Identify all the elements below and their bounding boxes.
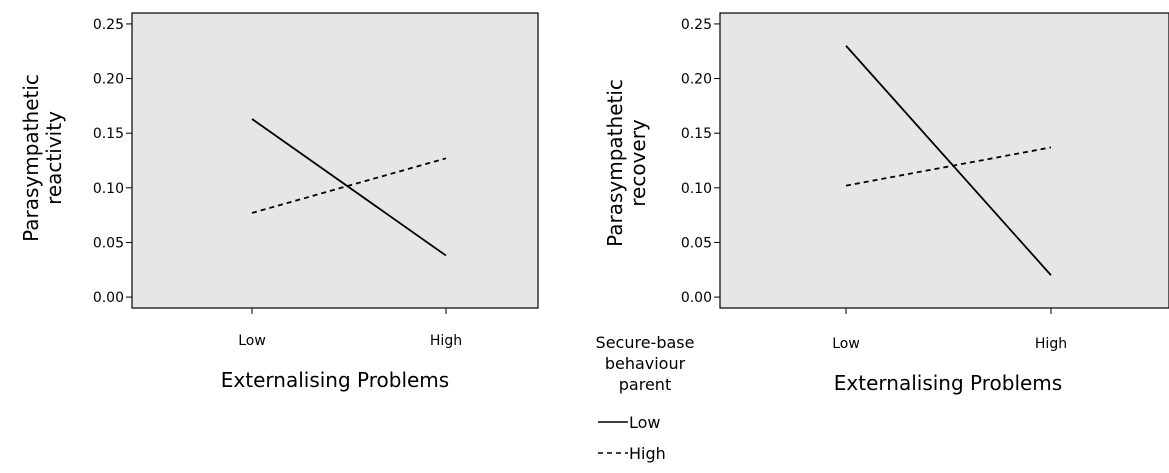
chart-right-y-tick-label: 0.05 — [681, 235, 712, 251]
chart-right-y-tick-label: 0.10 — [681, 181, 712, 197]
chart-left-y-axis-title-line-1: Parasympathetic — [19, 74, 43, 242]
chart-left-x-axis-title: Externalising Problems — [221, 368, 449, 392]
chart-left-y-axis: 0.00 0.05 0.10 0.15 0.20 0.25 — [93, 17, 132, 306]
chart-left-y-tick-label: 0.10 — [93, 181, 124, 197]
chart-left-x-tick-label: High — [430, 333, 462, 349]
chart-right-y-tick-label: 0.00 — [681, 290, 712, 306]
chart-left-y-tick-label: 0.05 — [93, 235, 124, 251]
chart-left-y-tick-label: 0.25 — [93, 17, 124, 33]
legend-item-low-label: Low — [629, 413, 661, 432]
chart-right-x-tick-label: Low — [832, 336, 860, 352]
chart-right-x-axis: Low High — [832, 308, 1067, 352]
chart-right-y-tick-label: 0.15 — [681, 126, 712, 142]
chart-right-plot-area — [719, 12, 1169, 309]
chart-left-x-tick-label: Low — [238, 333, 266, 349]
legend-title-line-3: parent — [619, 375, 671, 394]
chart-right-y-tick-label: 0.20 — [681, 72, 712, 88]
chart-right-x-axis-title: Externalising Problems — [834, 371, 1062, 395]
chart-left-series-line-high — [251, 157, 447, 214]
legend: Secure-base behaviour parent Low High — [596, 333, 695, 463]
chart-right-y-axis-title-line-1: Parasympathetic — [603, 79, 627, 247]
chart-left-y-tick-label: 0.15 — [93, 126, 124, 142]
chart-left-y-tick-label: 0.00 — [93, 290, 124, 306]
chart-right-series-line-low — [845, 45, 1052, 276]
chart-left-series — [251, 118, 447, 257]
chart-left-y-axis-title: Parasympathetic reactivity — [19, 74, 66, 242]
chart-right-y-axis: 0.00 0.05 0.10 0.15 0.20 0.25 — [681, 17, 720, 306]
legend-item-low: Low — [598, 413, 661, 432]
chart-left-x-axis: Low High — [238, 308, 462, 349]
chart-right-y-axis-title: Parasympathetic recovery — [603, 79, 650, 247]
chart-left-series-line-low — [251, 118, 447, 257]
chart-right-series — [845, 45, 1052, 276]
chart-left-plot-area — [131, 12, 539, 309]
chart-right-y-axis-title-line-2: recovery — [626, 119, 650, 207]
legend-title-line-1: Secure-base — [596, 333, 695, 352]
chart-right-x-tick-label: High — [1035, 336, 1067, 352]
legend-item-high: High — [598, 444, 666, 463]
legend-title-line-2: behaviour — [605, 354, 686, 373]
chart-left-y-tick-label: 0.20 — [93, 72, 124, 88]
legend-item-high-label: High — [629, 444, 666, 463]
chart-left-y-axis-title-line-2: reactivity — [42, 111, 66, 205]
chart-right-y-tick-label: 0.25 — [681, 17, 712, 33]
chart-left: 0.00 0.05 0.10 0.15 0.20 0.25 Low High Externa… — [19, 12, 539, 392]
chart-right-series-line-high — [845, 146, 1052, 187]
chart-right: 0.00 0.05 0.10 0.15 0.20 0.25 Low High Externa… — [603, 12, 1169, 395]
